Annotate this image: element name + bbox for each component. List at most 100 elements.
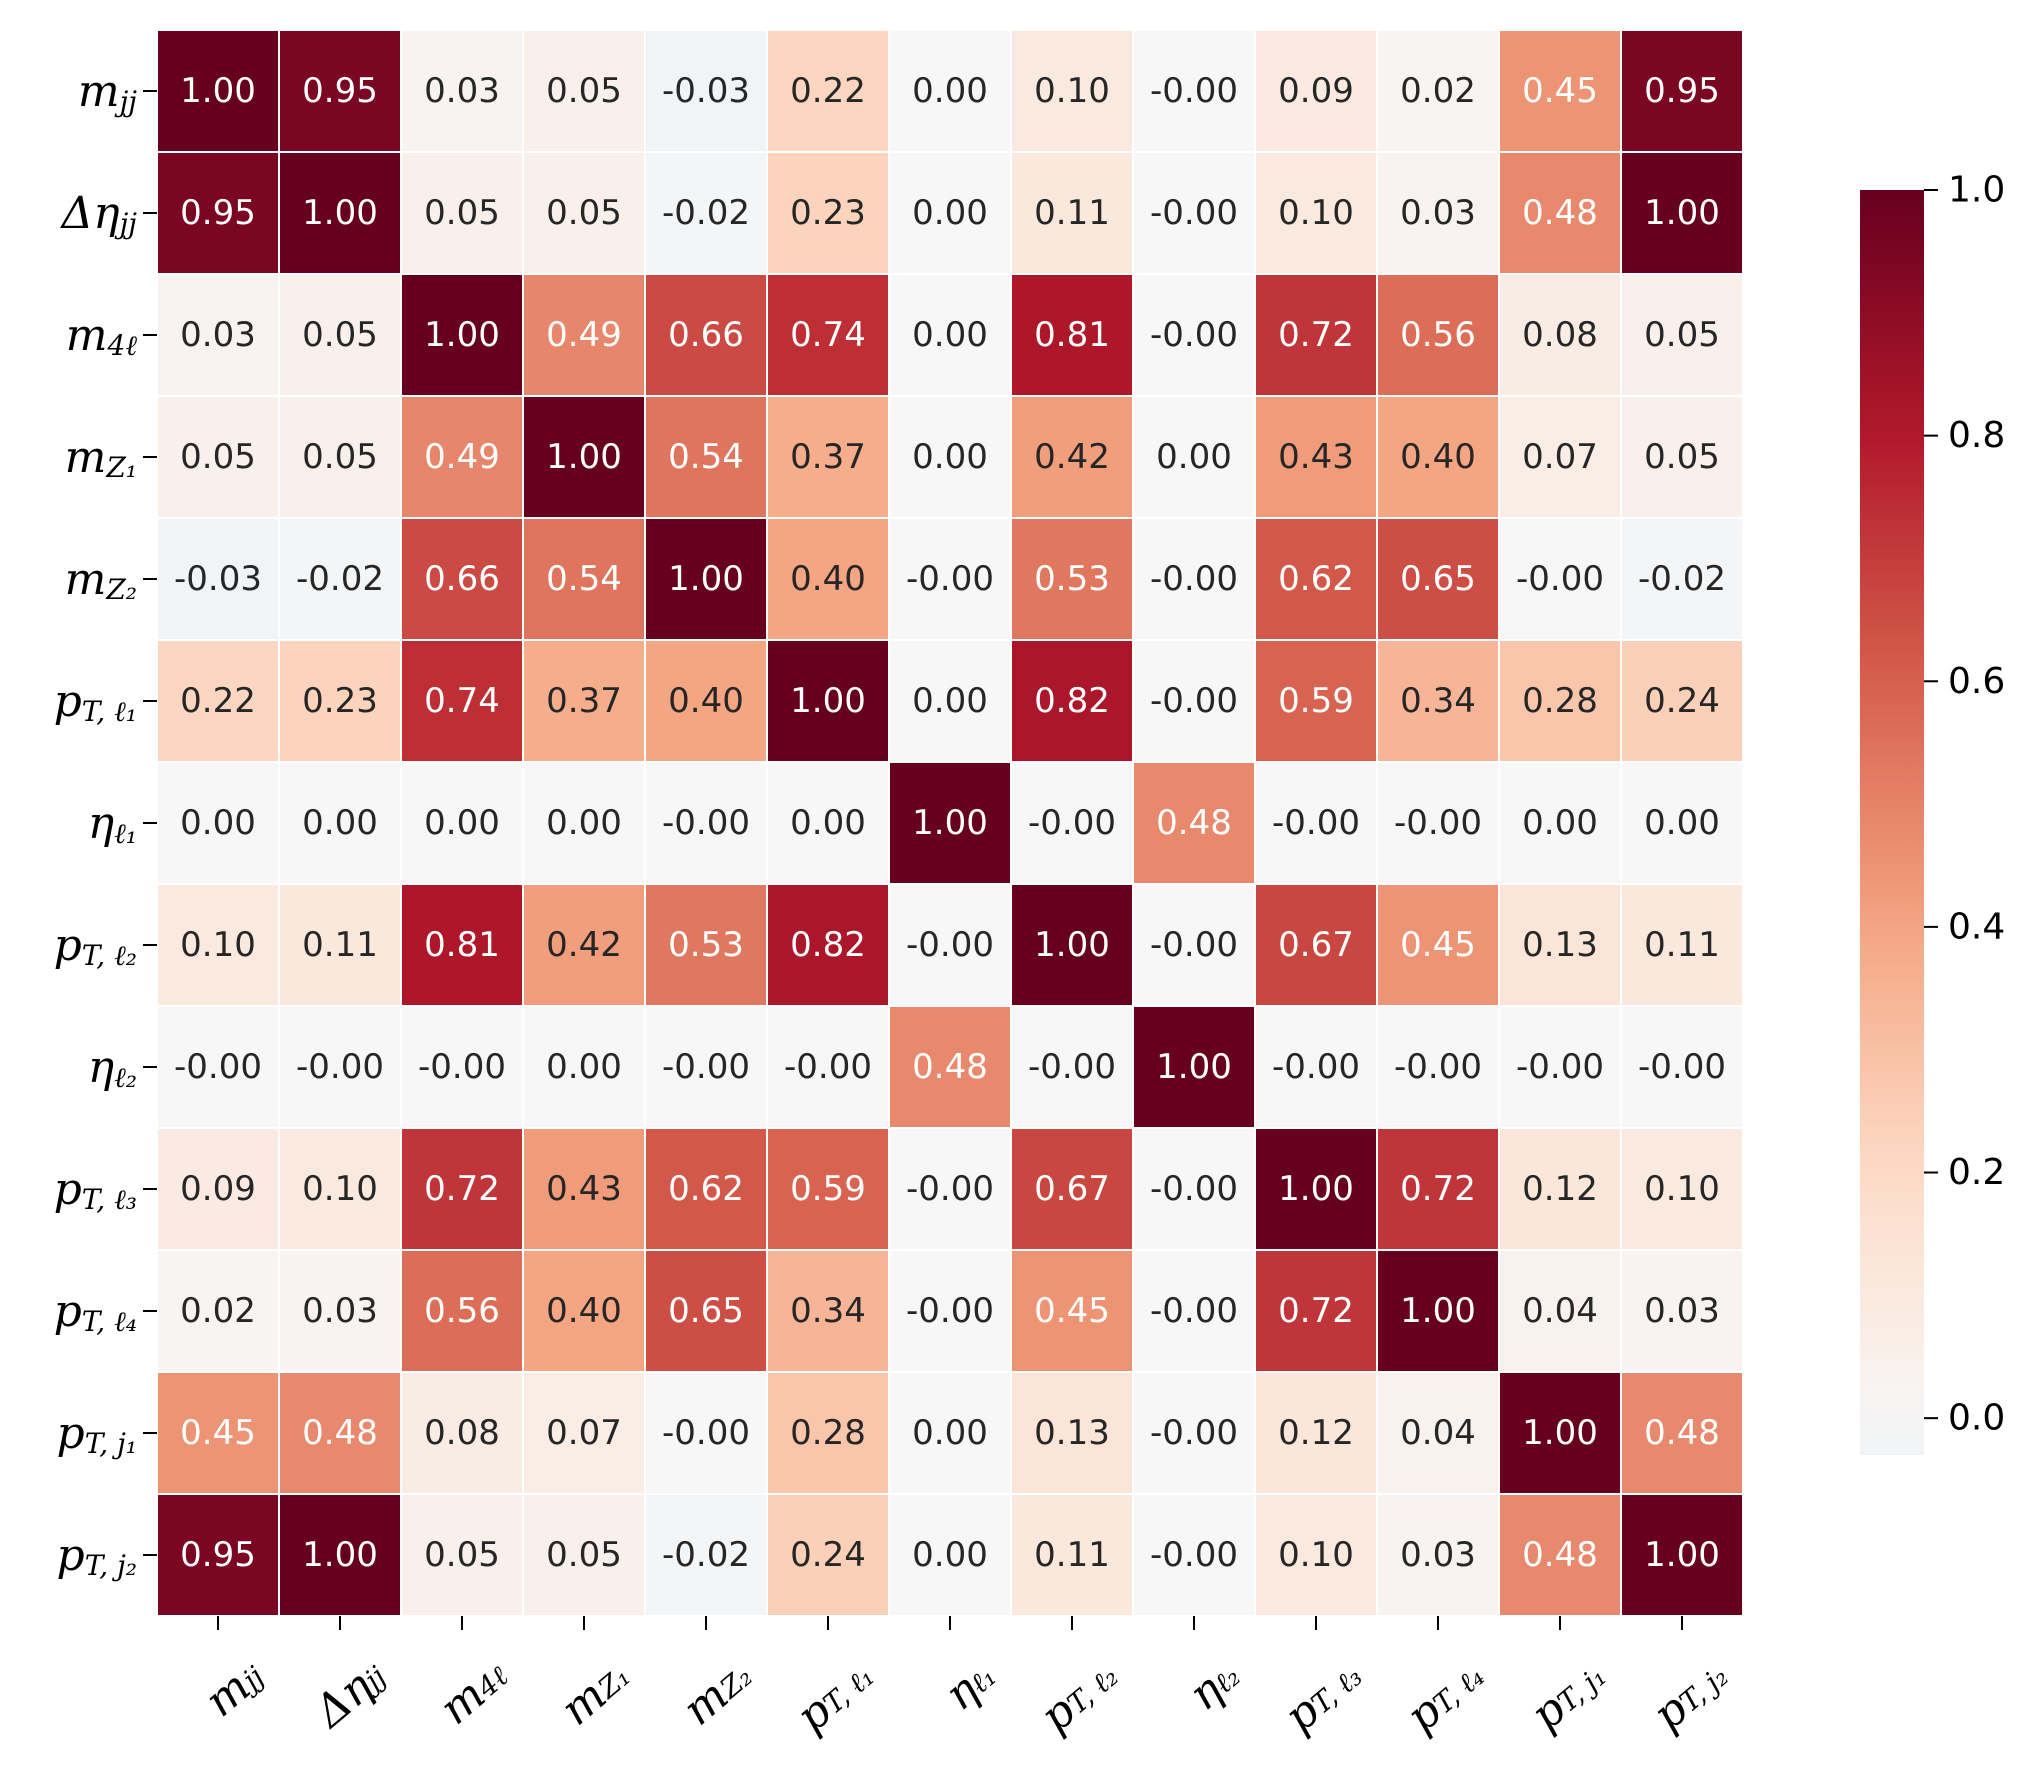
- cell-value-label: 0.48: [1522, 1535, 1598, 1575]
- heatmap-cell: [522, 517, 646, 641]
- cell-value-label: -0.00: [1272, 1047, 1360, 1087]
- cell-value-label: 0.42: [1034, 437, 1110, 477]
- cell-value-label: 0.82: [1034, 681, 1110, 721]
- heatmap-cell: [644, 1371, 768, 1495]
- colorbar-tick-label: 1.0: [1948, 170, 2005, 211]
- cell-value-label: 1.00: [180, 71, 256, 111]
- heatmap-cell: [278, 273, 402, 397]
- heatmap-cell: [1132, 761, 1256, 885]
- heatmap-cell: [156, 761, 280, 885]
- column-label: pT, ℓ₁: [787, 1650, 884, 1743]
- cell-value-label: -0.00: [1028, 1047, 1116, 1087]
- cell-value-label: 0.10: [302, 1169, 378, 1209]
- heatmap-cell: [1254, 1493, 1378, 1617]
- cell-value-label: 1.00: [1156, 1047, 1232, 1087]
- row-label-subscript: T, j₂: [85, 1549, 137, 1582]
- cell-value-label: 0.00: [912, 71, 988, 111]
- heatmap-cell: [1010, 1005, 1134, 1129]
- cell-value-label: 0.48: [912, 1047, 988, 1087]
- row-label-subscript: T, ℓ₄: [82, 1305, 137, 1338]
- row-label: ηℓ₂: [88, 1042, 137, 1094]
- cell-value-label: 0.43: [546, 1169, 622, 1209]
- heatmap-cell: [1132, 517, 1256, 641]
- row-label-subscript: jj: [114, 207, 138, 240]
- cell-value-label: -0.00: [906, 1291, 994, 1331]
- cell-value-label: 1.00: [1400, 1291, 1476, 1331]
- cell-value-label: 0.03: [1400, 193, 1476, 233]
- heatmap-cell: [1132, 1371, 1256, 1495]
- cell-value-label: 0.13: [1522, 925, 1598, 965]
- cell-value-label: 1.00: [1644, 1535, 1720, 1575]
- cell-value-label: 0.95: [1644, 71, 1720, 111]
- heatmap-cells: 1.00 0.95 0.03 0.05 -0.03 0.22 0.00 0.10 -0.00 0.…: [156, 29, 1744, 1617]
- heatmap-cell: [522, 1493, 646, 1617]
- row-label-subscript: T, ℓ₂: [82, 939, 137, 972]
- cell-value-label: 0.95: [302, 71, 378, 111]
- cell-value-label: 0.23: [302, 681, 378, 721]
- row-label: pT, ℓ₃: [54, 1164, 137, 1216]
- cell-value-label: 0.37: [546, 681, 622, 721]
- cell-value-label: 0.43: [1278, 437, 1354, 477]
- heatmap-cell: [156, 273, 280, 397]
- cell-value-label: 0.45: [1034, 1291, 1110, 1331]
- cell-value-label: 0.82: [790, 925, 866, 965]
- row-label-base: p: [54, 1164, 82, 1215]
- row-label: Δηjj: [59, 188, 137, 240]
- heatmap-cell: [1620, 1371, 1744, 1495]
- heatmap-cell: [156, 395, 280, 519]
- cell-value-label: 0.59: [790, 1169, 866, 1209]
- heatmap-cell: [400, 1005, 524, 1129]
- heatmap-cell: [1254, 761, 1378, 885]
- heatmap-cell: [1376, 1005, 1500, 1129]
- cell-value-label: 0.10: [1644, 1169, 1720, 1209]
- heatmap-cell: [766, 1371, 890, 1495]
- cell-value-label: 1.00: [912, 803, 988, 843]
- colorbar-tick-label: 0.6: [1948, 661, 2005, 702]
- cell-value-label: 0.10: [1278, 1535, 1354, 1575]
- cell-value-label: 0.03: [1644, 1291, 1720, 1331]
- row-label: pT, ℓ₁: [54, 676, 137, 728]
- heatmap-cell: [278, 517, 402, 641]
- cell-value-label: -0.00: [1028, 803, 1116, 843]
- heatmap-cell: [766, 1493, 890, 1617]
- cell-value-label: 1.00: [790, 681, 866, 721]
- heatmap-cell: [766, 151, 890, 275]
- heatmap-cell: [1254, 151, 1378, 275]
- cell-value-label: 0.05: [302, 315, 378, 355]
- cell-value-label: 0.11: [1644, 925, 1720, 965]
- heatmap-cell: [522, 1005, 646, 1129]
- heatmap-cell: [766, 395, 890, 519]
- heatmap-cell: [888, 151, 1012, 275]
- colorbar: 1.0 0.8 0.6 0.4 0.2 0.0: [1860, 170, 2005, 1455]
- cell-value-label: 0.72: [1278, 315, 1354, 355]
- cell-value-label: 0.07: [1522, 437, 1598, 477]
- heatmap-cell: [1620, 883, 1744, 1007]
- cell-value-label: -0.00: [662, 803, 750, 843]
- row-label: pT, j₂: [57, 1530, 137, 1582]
- row-label-base: m: [65, 432, 107, 483]
- cell-value-label: -0.00: [174, 1047, 262, 1087]
- cell-value-label: -0.00: [662, 1413, 750, 1453]
- cell-value-label: 0.09: [180, 1169, 256, 1209]
- cell-value-label: 0.00: [546, 803, 622, 843]
- row-label-base: η: [88, 1042, 114, 1093]
- cell-value-label: 0.05: [180, 437, 256, 477]
- row-label-subscript: ℓ₁: [114, 817, 137, 850]
- row-label-subscript: T, ℓ₃: [82, 1183, 137, 1216]
- cell-value-label: 0.00: [912, 193, 988, 233]
- cell-value-label: -0.00: [296, 1047, 384, 1087]
- heatmap-cell: [888, 1493, 1012, 1617]
- heatmap-cell: [644, 883, 768, 1007]
- cell-value-label: 0.23: [790, 193, 866, 233]
- cell-value-label: -0.00: [1150, 681, 1238, 721]
- heatmap-cell: [1620, 517, 1744, 641]
- heatmap-cell: [522, 1127, 646, 1251]
- cell-value-label: 0.34: [1400, 681, 1476, 721]
- cell-value-label: -0.00: [1394, 803, 1482, 843]
- heatmap-cell: [1132, 395, 1256, 519]
- cell-value-label: -0.02: [662, 193, 750, 233]
- heatmap-cell: [1620, 639, 1744, 763]
- row-label: mjj: [78, 66, 137, 118]
- heatmap-cell: [888, 761, 1012, 885]
- heatmap-cell: [156, 151, 280, 275]
